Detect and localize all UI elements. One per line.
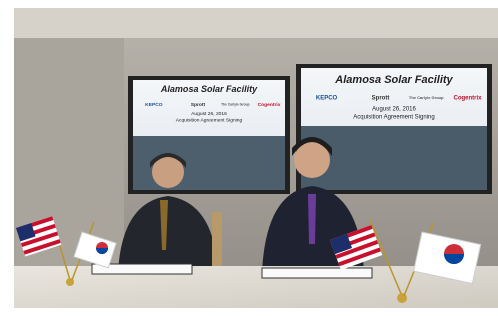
screen-title: Alamosa Solar Facility: [334, 74, 453, 86]
screen-title: Alamosa Solar Facility: [160, 84, 258, 94]
photo: Alamosa Solar Facility KEPCO Sprott The Car…: [0, 0, 498, 316]
screen-caption: Acquisition Agreement Signing: [353, 115, 434, 121]
document: [262, 268, 372, 278]
screen-date: August 26, 2016: [191, 111, 227, 117]
screen-caption: Acquisition Agreement Signing: [176, 117, 243, 123]
logo-text: The Carlyle Group: [409, 95, 444, 100]
logo-text: The Carlyle Group: [221, 102, 249, 106]
logo-text: KEPCO: [145, 102, 163, 108]
logo-text: Sprott: [372, 96, 390, 102]
tie: [308, 194, 316, 244]
logo-text: Sprott: [191, 102, 206, 108]
logo-text: Cogentrix: [454, 96, 483, 102]
chair: [212, 212, 222, 268]
logo-text: KEPCO: [316, 96, 338, 102]
screen-date: August 26, 2016: [372, 107, 416, 113]
ceiling: [14, 8, 498, 38]
logo-text: Cogentrix: [258, 102, 281, 108]
